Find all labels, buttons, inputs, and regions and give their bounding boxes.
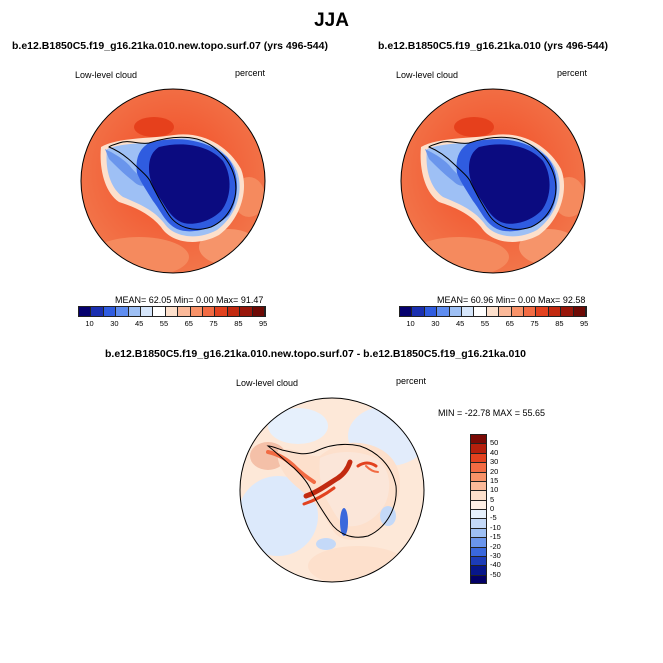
right-colorbar-tick-label: 75 bbox=[530, 319, 539, 328]
right-colorbar-swatch bbox=[437, 307, 450, 316]
right-units-label: percent bbox=[557, 68, 588, 78]
diff-colorbar-tick-label: -30 bbox=[490, 550, 501, 560]
left-colorbar-swatch bbox=[141, 307, 154, 316]
diff-colorbar-swatch bbox=[471, 510, 486, 520]
left-variable-label: Low-level cloud bbox=[75, 70, 138, 80]
right-colorbar-swatch bbox=[474, 307, 487, 316]
right-colorbar-tick-label: 30 bbox=[431, 319, 440, 328]
diff-colorbar-swatch bbox=[471, 547, 486, 557]
right-colorbar-swatch bbox=[561, 307, 574, 316]
right-colorbar-labels: 10 30 45 55 65 75 85 95 bbox=[399, 319, 589, 329]
diff-colorbar-tick-label: 50 bbox=[490, 438, 499, 448]
diff-panel-title: b.e12.B1850C5.f19_g16.21ka.010.new.topo.… bbox=[105, 348, 527, 360]
left-colorbar-tick-label: 75 bbox=[209, 319, 218, 328]
right-colorbar-tick-label: 10 bbox=[406, 319, 415, 328]
right-colorbar-swatch bbox=[499, 307, 512, 316]
right-colorbar-swatch bbox=[511, 307, 524, 316]
diff-colorbar-tick-label: 5 bbox=[490, 494, 495, 504]
diff-colorbar-swatch bbox=[471, 463, 486, 473]
right-colorbar-swatch bbox=[548, 307, 562, 316]
diff-colorbar-swatch bbox=[471, 435, 486, 445]
left-colorbar-swatch bbox=[252, 307, 265, 316]
right-colorbar-tick-label: 55 bbox=[480, 319, 490, 328]
left-polar-map bbox=[80, 88, 266, 274]
right-polar-map bbox=[400, 88, 586, 274]
diff-colorbar-swatch bbox=[471, 528, 486, 539]
left-colorbar-swatch bbox=[203, 307, 216, 316]
diff-variable-label: Low-level cloud bbox=[236, 378, 299, 388]
left-colorbar-tick-label: 30 bbox=[110, 319, 119, 328]
diff-colorbar-tick-label: -15 bbox=[490, 532, 501, 542]
diff-colorbar-tick-label: 0 bbox=[490, 504, 495, 513]
diff-colorbar-swatch bbox=[471, 566, 486, 576]
diff-colorbar-swatch bbox=[471, 491, 486, 501]
diff-colorbar-tick-label: 40 bbox=[490, 447, 499, 457]
left-stats: MEAN= 62.05 Min= 0.00 Max= 91.47 bbox=[115, 295, 264, 305]
left-colorbar-swatch bbox=[215, 307, 228, 316]
diff-colorbar-tick-label: -5 bbox=[490, 513, 497, 523]
left-colorbar-swatch bbox=[91, 307, 104, 316]
figure-title: JJA bbox=[314, 10, 349, 31]
right-colorbar-swatch bbox=[424, 307, 438, 316]
diff-colorbar-swatch bbox=[471, 575, 486, 583]
right-colorbar-swatch bbox=[573, 307, 586, 316]
left-colorbar-swatch bbox=[116, 307, 129, 316]
diff-colorbar-tick-label: -10 bbox=[490, 522, 501, 532]
right-colorbar-tick-label: 95 bbox=[580, 319, 589, 328]
right-colorbar-tick-label: 45 bbox=[456, 319, 465, 328]
left-colorbar-swatch bbox=[165, 307, 179, 316]
diff-colorbar-swatch bbox=[471, 538, 486, 548]
diff-colorbar-tick-label: 10 bbox=[490, 485, 499, 495]
diff-colorbar-swatch bbox=[471, 556, 486, 567]
diff-stats: MIN = -22.78 MAX = 55.65 bbox=[438, 408, 546, 418]
diff-colorbar-tick-label: 15 bbox=[490, 475, 499, 485]
diff-colorbar-tick-label: 30 bbox=[490, 457, 499, 467]
right-colorbar-tick-label: 85 bbox=[555, 319, 564, 328]
diff-colorbar-swatch bbox=[471, 481, 486, 492]
left-colorbar-swatch bbox=[153, 307, 166, 316]
left-units-label: percent bbox=[235, 68, 266, 78]
left-colorbar-tick-label: 55 bbox=[159, 319, 169, 328]
left-colorbar-labels: 10 30 45 55 65 75 85 95 bbox=[78, 319, 268, 329]
left-colorbar-swatch bbox=[79, 307, 92, 316]
diff-polar-map bbox=[239, 397, 425, 583]
diff-colorbar-swatch bbox=[471, 500, 486, 510]
diff-colorbar bbox=[470, 434, 487, 584]
diff-colorbar-tick-label: 20 bbox=[490, 466, 499, 476]
right-panel-title: b.e12.B1850C5.f19_g16.21ka.010 (yrs 496-… bbox=[378, 40, 608, 52]
left-colorbar bbox=[78, 306, 266, 317]
right-colorbar-swatch bbox=[449, 307, 462, 316]
right-colorbar-tick-label: 65 bbox=[505, 319, 514, 328]
right-colorbar bbox=[399, 306, 587, 317]
left-colorbar-swatch bbox=[103, 307, 117, 316]
diff-colorbar-labels: 50 40 30 20 15 10 5 0 -5 -10 -15 -20 -30 -40 -50 bbox=[490, 434, 520, 584]
right-colorbar-swatch bbox=[400, 307, 413, 316]
left-colorbar-swatch bbox=[240, 307, 253, 316]
left-panel-title: b.e12.B1850C5.f19_g16.21ka.010.new.topo.… bbox=[12, 40, 328, 52]
left-colorbar-swatch bbox=[178, 307, 191, 316]
left-colorbar-swatch bbox=[128, 307, 141, 316]
right-colorbar-swatch bbox=[536, 307, 549, 316]
diff-colorbar-swatch bbox=[471, 519, 486, 529]
diff-units-label: percent bbox=[396, 376, 427, 386]
left-colorbar-swatch bbox=[227, 307, 241, 316]
diff-colorbar-tick-label: -40 bbox=[490, 560, 501, 570]
left-colorbar-tick-label: 10 bbox=[85, 319, 94, 328]
diff-colorbar-tick-label: -20 bbox=[490, 541, 501, 551]
right-colorbar-swatch bbox=[524, 307, 537, 316]
left-colorbar-tick-label: 65 bbox=[184, 319, 193, 328]
left-colorbar-tick-label: 85 bbox=[234, 319, 243, 328]
right-colorbar-swatch bbox=[412, 307, 425, 316]
left-colorbar-tick-label: 95 bbox=[259, 319, 268, 328]
diff-colorbar-swatch bbox=[471, 444, 486, 454]
left-colorbar-swatch bbox=[190, 307, 203, 316]
right-colorbar-swatch bbox=[486, 307, 500, 316]
left-colorbar-tick-label: 45 bbox=[135, 319, 144, 328]
diff-colorbar-swatch bbox=[471, 472, 486, 482]
right-colorbar-swatch bbox=[462, 307, 475, 316]
right-stats: MEAN= 60.96 Min= 0.00 Max= 92.58 bbox=[437, 295, 586, 305]
diff-colorbar-swatch bbox=[471, 453, 486, 464]
diff-colorbar-tick-label: -50 bbox=[490, 569, 501, 579]
right-variable-label: Low-level cloud bbox=[396, 70, 459, 80]
